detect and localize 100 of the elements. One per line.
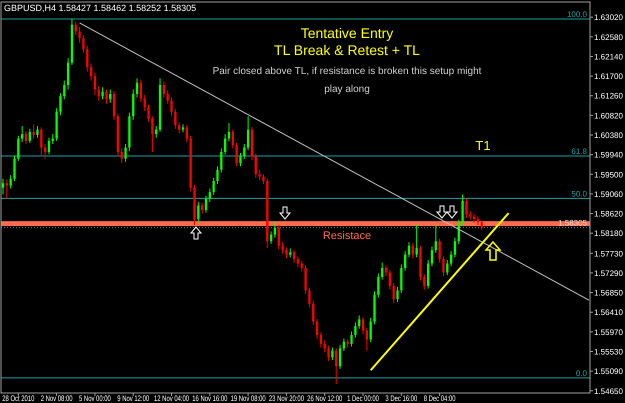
- candlestick: [335, 348, 338, 385]
- candlestick: [450, 250, 452, 267]
- candlestick: [44, 143, 46, 160]
- candlestick: [10, 174, 12, 190]
- candlestick: [220, 148, 222, 174]
- y-tick-label: 1.60820: [594, 111, 624, 120]
- candlestick: [78, 26, 81, 44]
- candlestick: [208, 188, 211, 202]
- candlestick: [416, 224, 418, 258]
- candlestick: [24, 130, 28, 144]
- annotation: 61.8: [571, 146, 588, 156]
- candlestick: [300, 260, 303, 272]
- candlestick: [17, 135, 20, 162]
- y-tick-label: 1.58620: [594, 210, 624, 219]
- candlestick: [120, 148, 123, 164]
- candlestick: [52, 134, 54, 144]
- candlestick: [174, 108, 176, 130]
- y-tick-label: 1.57730: [594, 249, 624, 258]
- candlestick: [197, 201, 200, 223]
- candlestick: [324, 340, 326, 352]
- y-tick-label: 1.54650: [594, 386, 624, 396]
- candlestick: [140, 79, 142, 102]
- candlestick: [342, 338, 346, 352]
- y-tick-label: 1.59060: [594, 190, 624, 199]
- candlestick: [458, 219, 460, 244]
- candlestick: [235, 142, 238, 167]
- candlestick: [21, 126, 24, 143]
- candlestick: [404, 250, 406, 272]
- candlestick: [254, 153, 257, 178]
- candlestick: [377, 272, 380, 298]
- candlestick: [132, 88, 134, 120]
- candlestick: [98, 85, 100, 102]
- y-tick-label: 1.57290: [594, 268, 624, 278]
- candlestick: [461, 194, 464, 227]
- candlestick: [434, 224, 437, 254]
- annotation: Tentative Entry: [300, 25, 394, 41]
- candlestick: [366, 327, 368, 352]
- candlestick: [388, 269, 391, 290]
- ref-line-label: 1.58305: [558, 218, 588, 228]
- candlestick: [400, 264, 402, 294]
- candlestick: [258, 169, 261, 180]
- y-tick-label: 1.59940: [594, 150, 624, 160]
- y-tick-label: 1.60380: [594, 131, 624, 140]
- candlestick: [246, 116, 250, 151]
- y-tick-label: 1.62140: [594, 52, 624, 62]
- candlestick: [6, 179, 8, 200]
- y-tick-label: 1.56850: [594, 288, 624, 298]
- candlestick: [381, 262, 384, 280]
- y-tick-label: 1.61700: [594, 72, 624, 82]
- candlestick: [426, 259, 430, 290]
- annotation: TL Break & Retest + TL: [274, 42, 420, 58]
- candlestick: [144, 94, 146, 112]
- candlestick: [392, 282, 395, 304]
- candlestick: [438, 238, 441, 264]
- y-tick-label: 1.63020: [594, 13, 624, 22]
- candlestick: [232, 129, 234, 149]
- candlestick: [32, 124, 35, 140]
- candlestick: [320, 332, 322, 348]
- candlestick: [151, 116, 154, 152]
- candlestick: [162, 80, 166, 98]
- candlestick: [423, 274, 426, 290]
- annotation: T1: [475, 138, 491, 153]
- candlestick: [28, 128, 31, 144]
- y-tick-label: 1.59500: [594, 170, 624, 180]
- y-tick-label: 1.55530: [594, 347, 624, 356]
- candlestick: [480, 220, 483, 230]
- annotation: 100.0: [566, 10, 588, 19]
- candlestick: [105, 88, 108, 104]
- band-label: Resistace: [322, 230, 372, 242]
- candlestick: [358, 314, 360, 330]
- y-tick-label: 1.58180: [594, 229, 624, 238]
- candlestick: [86, 45, 88, 72]
- candlestick: [155, 126, 158, 138]
- candlestick: [446, 259, 448, 276]
- candlestick: [412, 242, 414, 259]
- y-tick-label: 1.55090: [594, 367, 624, 376]
- y-tick-label: 1.55970: [594, 328, 624, 337]
- candlestick: [74, 21, 77, 36]
- candlestick: [354, 322, 357, 338]
- chart-title: GBPUSD,H4 1.58427 1.58462 1.58252 1.58305: [4, 3, 196, 13]
- candlestick: [178, 122, 180, 134]
- candlestick: [166, 90, 169, 104]
- y-tick-label: 1.56410: [594, 308, 624, 318]
- candlestick: [63, 80, 66, 100]
- annotation: 50.0: [571, 189, 588, 198]
- y-tick-label: 1.62580: [594, 32, 624, 42]
- candlestick: [224, 134, 226, 156]
- candlestick: [331, 346, 334, 360]
- candlestick: [212, 177, 215, 196]
- candlestick: [36, 126, 39, 138]
- candlestick: [109, 88, 112, 104]
- candlestick: [186, 124, 188, 143]
- candlestick: [270, 230, 272, 244]
- candlestick: [370, 318, 372, 343]
- candlestick: [66, 58, 70, 90]
- y-tick-label: 1.61260: [594, 92, 624, 101]
- annotation: 0.0: [576, 368, 588, 378]
- candlestick: [312, 300, 314, 326]
- candlestick: [40, 126, 42, 157]
- annotation: Pair closed above TL, if resistance is broken this setup might play along: [212, 66, 482, 95]
